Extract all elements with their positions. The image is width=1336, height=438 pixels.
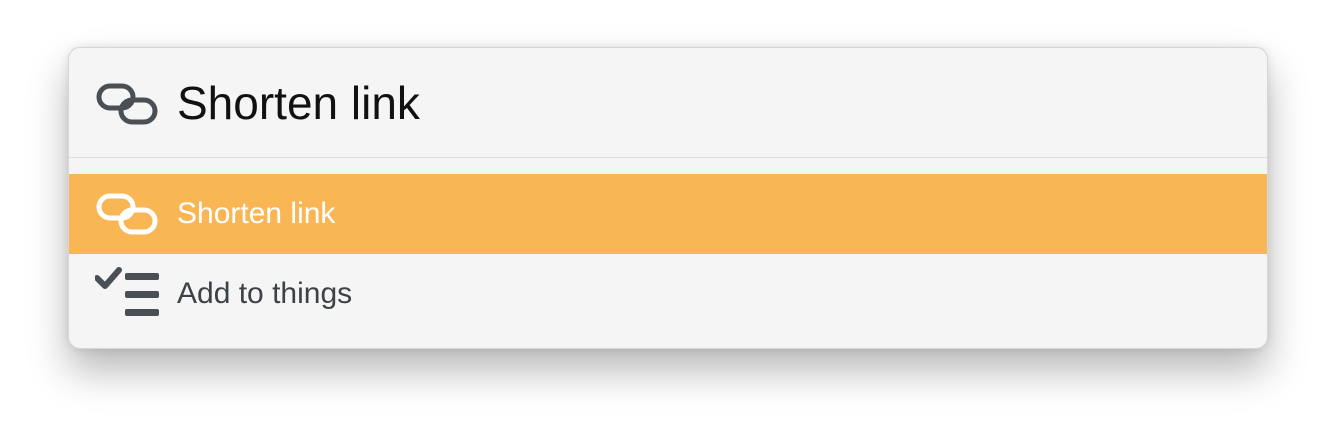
results-list: Shorten link Add to things — [69, 174, 1267, 334]
checklist-icon — [94, 267, 159, 318]
link-icon — [95, 190, 159, 238]
search-input[interactable] — [177, 70, 1237, 136]
link-icon — [95, 82, 159, 126]
launcher-window: Shorten link Add to things — [68, 47, 1268, 349]
result-label: Add to things — [177, 277, 353, 310]
result-label: Shorten link — [177, 197, 336, 230]
search-bar — [69, 48, 1267, 158]
divider — [69, 157, 1267, 158]
result-item-add-to-things[interactable]: Add to things — [69, 254, 1267, 334]
result-item-shorten-link[interactable]: Shorten link — [69, 174, 1267, 254]
